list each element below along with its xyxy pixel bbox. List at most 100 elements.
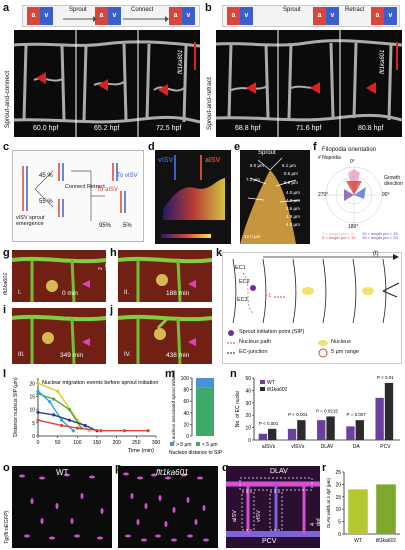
y-tick-label: 80 [183, 388, 189, 394]
panel-a-header: a v Sprout a v Connect a v [22, 5, 200, 27]
data-point [71, 429, 75, 433]
sprout-filopodia [240, 157, 301, 244]
vein-box: v [326, 7, 339, 25]
q-aisv: aISV [232, 510, 238, 522]
h-time: 188 min [166, 290, 190, 297]
f-ylabel: # filopodia [318, 155, 341, 161]
chart-m: 0 20 40 60 80 100 % nucleus associated sprout … [169, 370, 223, 456]
y-tick-label: 20 [245, 413, 251, 419]
data-point [83, 423, 87, 428]
time-label: 68.8 hpf [235, 125, 261, 132]
y-tick-label: 50 [245, 376, 251, 382]
y-tick-label: 0 [186, 434, 189, 440]
bar [375, 397, 384, 440]
c-pct-bot: 55 % [39, 199, 53, 205]
f-angle: 90° [382, 192, 390, 198]
vein-box: v [40, 7, 53, 25]
legend-label: flt1ka601 [267, 387, 288, 393]
data-point [52, 397, 56, 401]
data-point [75, 426, 79, 430]
panel-j-image: 438 min IV. [118, 308, 212, 364]
data-point [60, 423, 64, 428]
bar [317, 420, 326, 440]
panel-label-o: o [3, 462, 10, 474]
y-tick-label: 5 [32, 421, 35, 427]
x-tick-label: DLAV [321, 444, 334, 450]
k-legend-nucleus: Nucleus [331, 339, 351, 345]
y-tick-label: 15 [29, 394, 35, 400]
header-connect: Connect [131, 7, 154, 13]
series-line [37, 390, 74, 432]
g-roman: I. [18, 290, 22, 296]
i-roman: III. [18, 352, 25, 358]
y-tick-label: 10 [335, 507, 341, 513]
bar [258, 433, 268, 440]
k-ec3: EC3 [237, 297, 248, 303]
panel-i-image: 349 min III. [12, 308, 106, 364]
panel-label-m: m [165, 368, 175, 380]
data-point [67, 408, 72, 412]
bar [346, 426, 355, 440]
panel-a-side-label: Sprout-and-connect [4, 70, 11, 128]
x-tick-label: 0 [37, 440, 40, 446]
panel-label-l: l [3, 368, 7, 380]
panel-d-image: vISV aISV [155, 150, 231, 244]
vessel-annotation [226, 466, 320, 548]
e-title: Sprout [258, 150, 276, 156]
allele-label: flt1ka601 [178, 49, 184, 74]
y-axis-label: No. of EC nuclei [235, 391, 241, 427]
c-to-visv: To vISV [117, 173, 138, 179]
x-tick-label: 250 [132, 440, 141, 446]
o-transgene: Tg(fli:nEGFP) [4, 510, 10, 544]
panel-b-micrograph: 68.8 hpf 71.6 hpf 80.8 hpf flt1ka601 [216, 30, 402, 137]
x-tick-label: WT [354, 538, 362, 544]
panel-e-image: Sprout 8.0 µm 6.1 µm 8.5 µm 7.1 µm 5.9 µ… [240, 150, 310, 244]
panel-c-diagram: vISV sprout emergence 45 % 55 % Connect … [12, 150, 144, 242]
panel-h-image: 188 min II. [118, 250, 212, 302]
p-value: P = 0.007 [347, 412, 367, 417]
panel-a-micrograph: 60.0 hpf 65.2 hpf 72.5 hpf flt1ka601 [14, 30, 200, 137]
data-point [48, 400, 52, 404]
artery-box: a [95, 7, 108, 25]
y-axis-label: % nucleus associated sprout initiation [171, 370, 176, 445]
q-visv: vISV [256, 510, 262, 522]
e-measure: 3.6 µm [286, 206, 300, 211]
bar [376, 484, 396, 534]
bar [297, 420, 306, 440]
chart-n: 0 10 20 30 40 50 aISVs P < 0.001 vISVs P < 0.001 D… [235, 375, 400, 450]
g-scale: 2 µm [98, 262, 106, 270]
d-visv: vISV [158, 157, 174, 164]
chart-title: Nuclear migration events before sprout i… [42, 380, 158, 386]
header-sprout: Sprout [69, 7, 87, 13]
panel-label-c: c [3, 141, 10, 153]
polar-plot [325, 166, 383, 224]
bar [287, 428, 297, 440]
c-to-aisv: To aISV [97, 187, 119, 193]
f-title: Filopodia orientation [322, 147, 377, 153]
data-point [52, 413, 56, 417]
data-point [122, 429, 127, 433]
bar [384, 382, 394, 440]
c-pct-aisv: 95% [99, 223, 112, 229]
timelapse-frame [12, 250, 106, 302]
y-tick-label: 30 [245, 401, 251, 407]
e-measure: 4.0 µm [286, 190, 300, 195]
k-ec1: EC1 [235, 265, 246, 271]
depth-coded-image [161, 155, 225, 238]
p-value: P < 0.001 [288, 412, 308, 417]
y-axis-label: Distance nucleus SIP (µm) [13, 377, 19, 437]
artery-box: a [169, 7, 182, 25]
x-tick-label: 150 [93, 440, 102, 446]
allele-label: flt1ka601 [380, 49, 386, 74]
j-roman: IV. [124, 352, 131, 358]
legend-label: > 5 µm [176, 442, 192, 448]
legend-label: WT [267, 380, 275, 386]
y-tick-label: 15 [335, 495, 341, 501]
data-point [56, 389, 60, 393]
legend-swatch [196, 442, 200, 446]
legend-label: < 5 µm [202, 442, 218, 448]
f-legend: 10 < length µm < 15 [362, 231, 398, 236]
bar-segment [196, 378, 214, 388]
x-tick-label: 50 [55, 440, 61, 446]
y-tick-label: 0 [32, 434, 35, 440]
